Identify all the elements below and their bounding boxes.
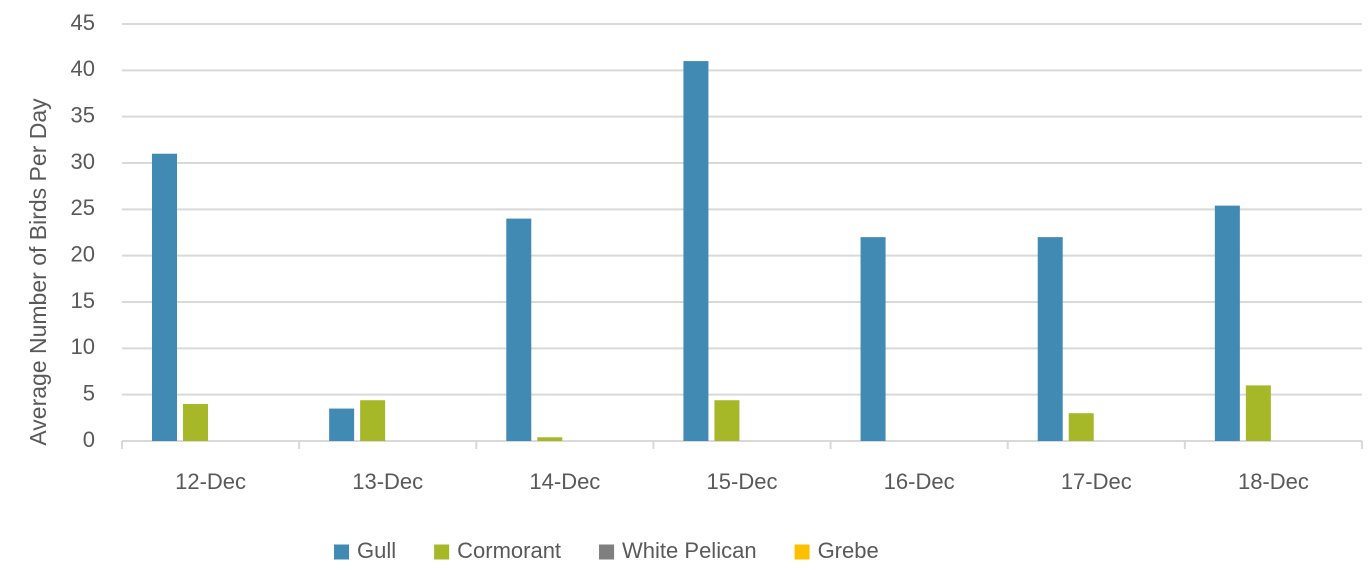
axes: 0 5 10 15 20 25 30 35 40 45 12-Dec 13-Dec 14-Dec 15-D… (71, 10, 1363, 494)
x-tick-label: 15-Dec (707, 469, 778, 494)
y-tick-label: 10 (71, 334, 95, 359)
x-tick-label: 17-Dec (1061, 469, 1132, 494)
bar-gull (683, 61, 709, 442)
y-tick-label: 35 (71, 102, 95, 127)
x-tick-label: 14-Dec (529, 469, 600, 494)
y-tick-label: 15 (71, 288, 95, 313)
y-axis-title: Average Number of Birds Per Day (25, 98, 51, 446)
y-tick-label: 25 (71, 195, 95, 220)
bar-cormorant (1068, 413, 1094, 441)
bar-cormorant (183, 403, 208, 441)
bar-gull (1037, 237, 1063, 441)
y-tick-label: 5 (83, 380, 95, 405)
legend-label: Grebe (818, 538, 879, 563)
legend-label: Gull (357, 538, 396, 563)
legend-swatch (599, 544, 615, 560)
y-tick-label: 0 (83, 427, 95, 452)
legend-label: Cormorant (457, 538, 561, 563)
bar-cormorant (714, 400, 740, 441)
y-tick-label: 30 (71, 149, 95, 174)
legend-swatch (434, 544, 450, 560)
x-tick-label: 13-Dec (352, 469, 423, 494)
x-tick-label: 16-Dec (884, 469, 955, 494)
x-tick-label: 18-Dec (1238, 469, 1309, 494)
legend: Gull Cormorant White Pelican Grebe (334, 538, 879, 563)
legend-label: White Pelican (622, 538, 757, 563)
bars (152, 61, 1271, 442)
bar-cormorant (1245, 385, 1271, 441)
legend-swatch (794, 544, 810, 560)
bar-cormorant (537, 437, 563, 441)
bar-gull (152, 153, 177, 441)
bar-gull (506, 218, 532, 441)
bar-gull (329, 408, 355, 441)
y-tick-label: 45 (71, 10, 95, 35)
bar-cormorant (360, 400, 386, 441)
bar-gull (1214, 205, 1240, 441)
gridlines (122, 23, 1362, 396)
y-tick-label: 40 (71, 56, 95, 81)
y-tick-label: 20 (71, 241, 95, 266)
legend-swatch (334, 544, 349, 560)
bar-gull (860, 237, 886, 441)
x-tick-label: 12-Dec (175, 469, 246, 494)
